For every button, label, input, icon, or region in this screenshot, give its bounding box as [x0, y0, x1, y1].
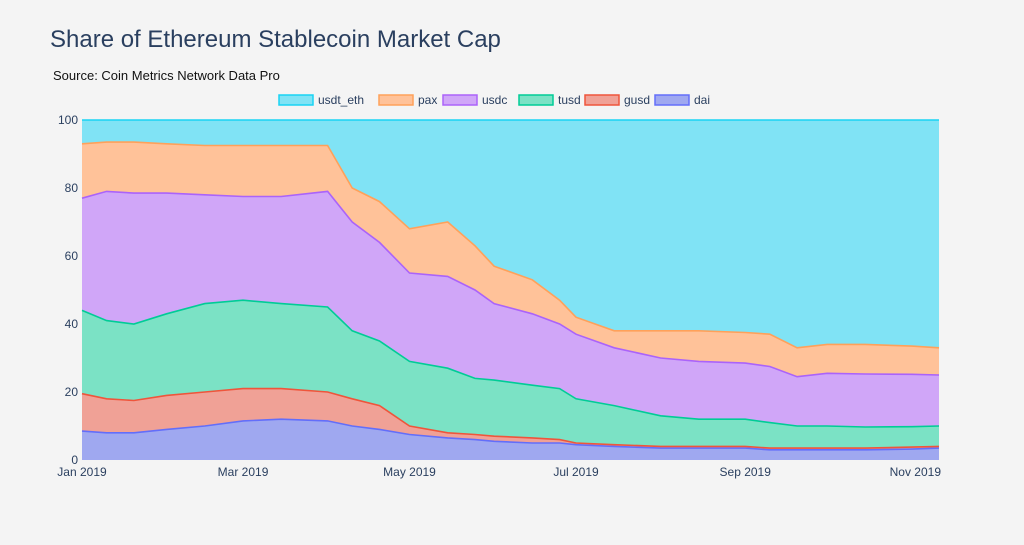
legend-label: gusd	[624, 93, 650, 107]
area-dai	[82, 419, 939, 460]
line-gusd	[81, 387, 940, 449]
legend-item-dai[interactable]: dai	[654, 93, 710, 107]
y-tick-label: 60	[65, 249, 79, 263]
x-tick-label: Mar 2019	[218, 465, 269, 479]
x-tick-label: May 2019	[383, 465, 436, 479]
x-tick-label: Jul 2019	[553, 465, 599, 479]
y-tick-label: 20	[65, 385, 79, 399]
area-usdt_eth	[82, 120, 939, 348]
area-tusd	[82, 300, 939, 449]
line-tusd	[81, 299, 940, 428]
x-tick-label: Jan 2019	[57, 465, 107, 479]
legend-item-usdc[interactable]: usdc	[442, 93, 507, 107]
area-pax	[82, 142, 939, 377]
legend-swatch	[584, 94, 620, 106]
legend-swatch	[278, 94, 314, 106]
y-tick-label: 0	[71, 453, 78, 467]
area-gusd	[82, 388, 939, 450]
legend-item-tusd[interactable]: tusd	[518, 93, 581, 107]
y-tick-label: 100	[58, 113, 78, 127]
legend-swatch	[442, 94, 478, 106]
legend-label: tusd	[558, 93, 581, 107]
legend-item-usdt_eth[interactable]: usdt_eth	[278, 93, 364, 107]
legend-label: pax	[418, 93, 437, 107]
legend-item-gusd[interactable]: gusd	[584, 93, 650, 107]
legend-swatch	[518, 94, 554, 106]
line-pax	[81, 141, 940, 349]
legend-item-pax[interactable]: pax	[378, 93, 437, 107]
line-dai	[81, 418, 940, 451]
y-tick-label: 80	[65, 181, 79, 195]
x-tick-label: Sep 2019	[720, 465, 772, 479]
chart-title: Share of Ethereum Stablecoin Market Cap	[50, 26, 501, 53]
legend-swatch	[654, 94, 690, 106]
legend-swatch	[378, 94, 414, 106]
x-tick-label: Nov 2019	[890, 465, 942, 479]
legend-label: dai	[694, 93, 710, 107]
line-usdc	[81, 190, 940, 378]
y-tick-label: 40	[65, 317, 79, 331]
legend-label: usdc	[482, 93, 507, 107]
chart-subtitle: Source: Coin Metrics Network Data Pro	[53, 68, 280, 83]
legend-label: usdt_eth	[318, 93, 364, 107]
area-usdc	[82, 191, 939, 427]
